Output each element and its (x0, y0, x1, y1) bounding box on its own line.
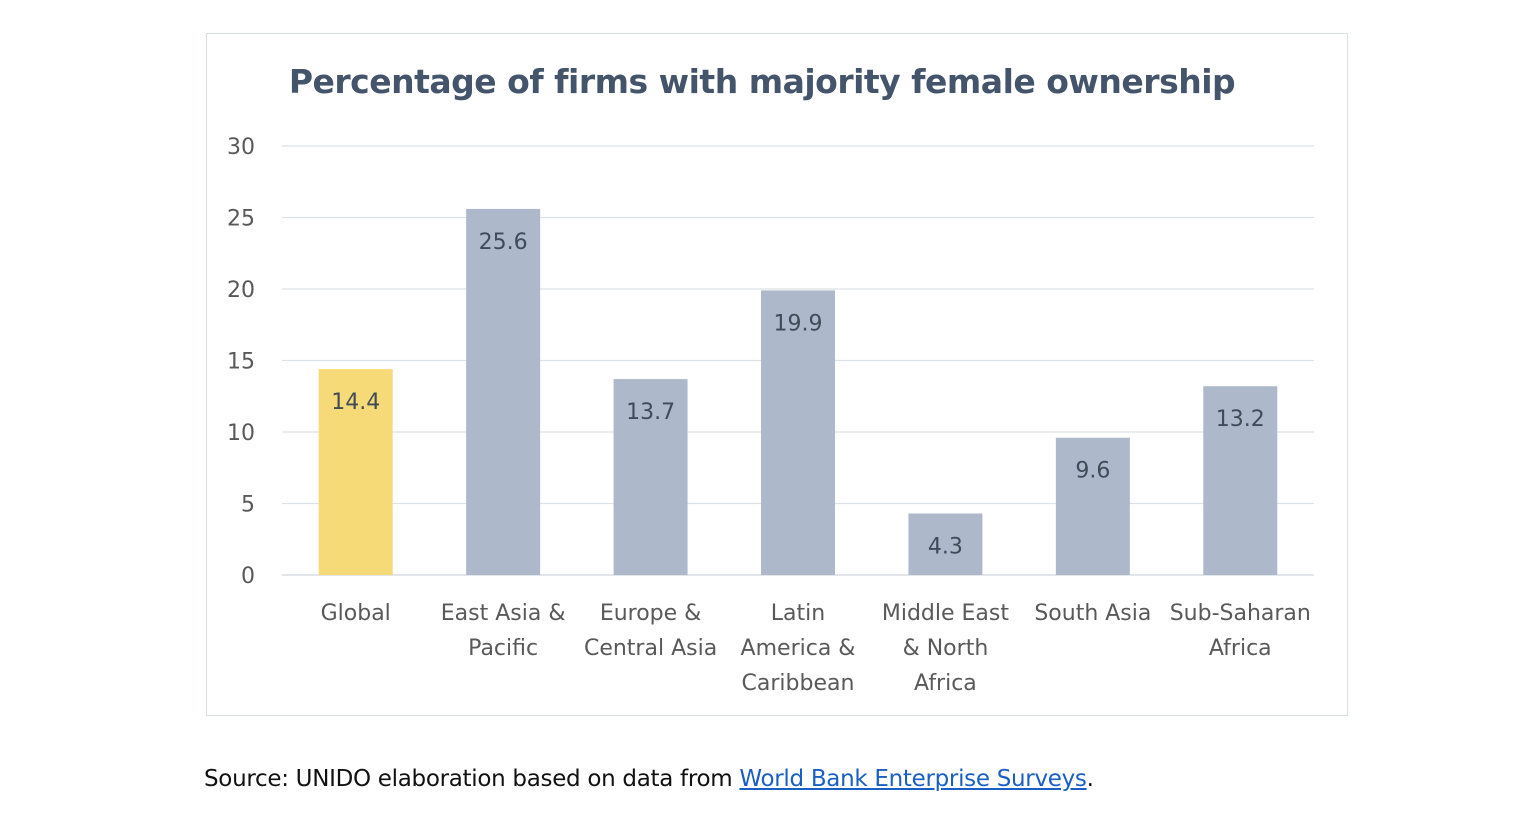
x-tick-label: South Asia (1034, 601, 1151, 626)
source-prefix: Source: UNIDO elaboration based on data … (204, 766, 740, 792)
bar (318, 369, 393, 575)
x-tick-label-line: Global (321, 601, 391, 626)
source-note: Source: UNIDO elaboration based on data … (204, 766, 1094, 792)
data-label: 9.6 (1075, 459, 1110, 484)
bar (1055, 437, 1130, 575)
y-tick-label: 15 (227, 350, 255, 375)
bar (761, 290, 835, 575)
x-tick-label: Latin America & Caribbean (741, 601, 856, 696)
y-tick-label: 0 (241, 564, 255, 589)
x-tick-label: Middle East & North Africa (882, 601, 1010, 696)
x-tick-label-line: Europe & (600, 601, 702, 626)
y-tick-label: 10 (227, 421, 255, 446)
x-tick-label: Global (321, 601, 391, 626)
x-tick-label-line: Middle East (882, 601, 1010, 626)
data-label: 14.4 (331, 390, 380, 415)
x-tick-label: East Asia & Pacific (441, 601, 566, 661)
x-tick-label-line: Central Asia (584, 636, 717, 661)
x-tick-label-line: Africa (914, 671, 977, 696)
y-tick-label: 30 (227, 135, 255, 160)
chart-title: Percentage of firms with majority female… (288, 62, 1236, 101)
x-tick-label-line: Africa (1209, 636, 1272, 661)
y-tick-label: 25 (227, 207, 255, 232)
data-label: 19.9 (774, 311, 823, 336)
data-label: 4.3 (928, 535, 963, 560)
data-label: 25.6 (479, 230, 528, 255)
source-link[interactable]: World Bank Enterprise Surveys (739, 766, 1087, 792)
y-tick-label: 20 (227, 278, 255, 303)
x-tick-label-line: & North (903, 636, 989, 661)
bar (1203, 386, 1278, 575)
bar (466, 208, 541, 576)
x-tick-label: Europe & Central Asia (584, 601, 717, 661)
bar (613, 379, 688, 575)
data-label: 13.2 (1216, 407, 1265, 432)
source-suffix: . (1086, 766, 1094, 792)
x-tick-label-line: Sub-Saharan (1170, 601, 1311, 626)
x-tick-label: Sub-Saharan Africa (1170, 601, 1311, 661)
x-tick-label-line: East Asia & (441, 601, 566, 626)
x-tick-label-line: Caribbean (742, 671, 855, 696)
y-tick-label: 5 (241, 493, 255, 518)
x-tick-label-line: South Asia (1034, 601, 1151, 626)
x-tick-label-line: America & (741, 636, 856, 661)
x-tick-label-line: Pacific (468, 636, 538, 661)
x-tick-label-line: Latin (771, 601, 825, 626)
bar (908, 513, 983, 575)
data-label: 13.7 (626, 400, 675, 425)
